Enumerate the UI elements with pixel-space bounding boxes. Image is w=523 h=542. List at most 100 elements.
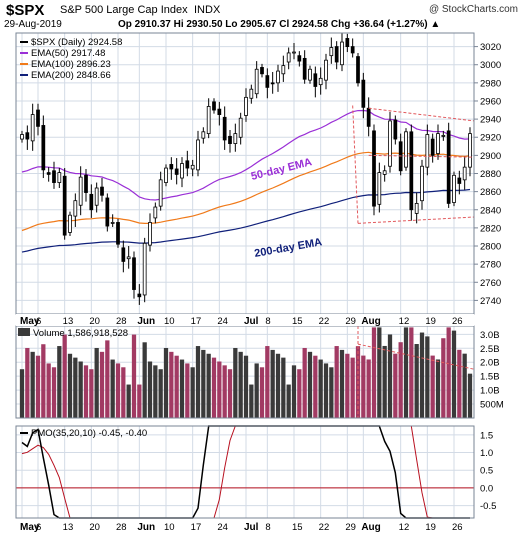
volume-bar <box>265 346 270 418</box>
volume-bar <box>126 384 131 418</box>
candle-body <box>313 73 318 87</box>
volume-bar <box>249 384 254 418</box>
candle-body <box>281 65 286 75</box>
volume-bar <box>419 332 425 418</box>
volume-bar <box>286 384 291 418</box>
volume-bar <box>121 367 126 418</box>
volume-bar <box>147 361 153 418</box>
volume-bar <box>67 353 73 418</box>
candle-body <box>361 79 366 108</box>
date-axis-upper-tick-label: 6 <box>36 316 41 327</box>
candle-body <box>446 130 451 204</box>
candle-body <box>20 134 24 140</box>
volume-bar <box>211 357 217 418</box>
candle-body <box>468 133 472 168</box>
candle-body <box>265 75 270 88</box>
date-axis-lower-tick-label: 28 <box>116 522 127 533</box>
volume-bar <box>425 336 430 418</box>
volume-bar <box>457 349 462 418</box>
date-axis-lower-tick-label: 24 <box>217 522 228 533</box>
date-axis-upper-tick-label: 10 <box>164 316 175 327</box>
date: 29-Aug-2019 <box>4 19 62 30</box>
volume-bar <box>78 361 83 418</box>
watermark: @ StockCharts.com <box>429 4 518 15</box>
volume-bar <box>163 347 169 418</box>
volume-bar <box>99 351 105 418</box>
volume-bar <box>361 355 366 418</box>
price-tick-label: 2840 <box>480 205 501 216</box>
candle-body <box>158 179 163 207</box>
volume-bar <box>377 327 382 418</box>
candle-body <box>238 117 243 138</box>
candle-body <box>286 52 291 63</box>
ohlc-summary: Op 2910.37 Hi 2930.50 Lo 2905.67 Cl 2924… <box>118 19 440 30</box>
candle-body <box>164 167 168 183</box>
candle-body <box>441 135 446 137</box>
date-axis-lower-tick-label: 17 <box>191 522 202 533</box>
date-axis-upper-tick-label: 13 <box>63 316 74 327</box>
candle-body <box>457 177 462 184</box>
volume-tick-label: 1.0B <box>480 386 500 397</box>
volume-bar <box>206 353 211 418</box>
volume-bar <box>169 351 174 418</box>
candle-body <box>110 222 115 224</box>
index-name: S&P 500 Large Cap Index <box>60 4 188 16</box>
candle-body <box>100 186 104 196</box>
legend-entry: EMA(50) 2917.48 <box>31 48 105 59</box>
candle-body <box>121 247 126 262</box>
volume-bar <box>227 369 233 418</box>
pmo-tick-label: 1.5 <box>480 430 493 441</box>
volume-panel: 500M 1.0B 1.5B 2.0B 2.5B 3.0B Volume 1,586,918… <box>15 325 504 419</box>
candle-body <box>233 133 238 144</box>
volume-bar <box>259 367 265 418</box>
volume-bar <box>201 349 206 418</box>
pmo-title: PMO(35,20,10) -0.45, -0.40 <box>31 428 147 439</box>
volume-legend-swatch <box>18 328 30 336</box>
price-tick-label: 2800 <box>480 242 501 253</box>
volume-bar <box>46 363 51 418</box>
volume-bar <box>179 359 185 418</box>
candle-body <box>366 107 371 127</box>
volume-bar <box>371 327 377 418</box>
candle-body <box>126 256 131 260</box>
date-axis-lower-tick-label: Jun <box>137 522 155 533</box>
date-axis-lower-tick-label: 19 <box>425 522 436 533</box>
volume-bar <box>393 353 398 418</box>
price-panel: 2740 2760 2780 2800 2820 2840 2860 2880 2900 2920… <box>15 32 501 315</box>
candle-body <box>46 172 51 175</box>
channel-top <box>368 107 475 122</box>
candle-body <box>276 70 280 84</box>
volume-bar <box>302 347 307 418</box>
volume-bar <box>185 363 190 418</box>
price-tick-label: 2740 <box>480 296 501 307</box>
date-axis-lower-tick-label: 8 <box>265 522 270 533</box>
volume-bar <box>435 359 441 418</box>
candle-body <box>36 109 40 127</box>
volume-bar <box>462 353 467 418</box>
candle-body <box>206 106 211 135</box>
volume-bar <box>366 359 371 418</box>
date-axis-upper-tick-label: 22 <box>319 316 330 327</box>
candle-body <box>345 38 350 47</box>
date-axis-upper-tick-label: 26 <box>452 316 463 327</box>
volume-bar <box>89 369 94 418</box>
date-axis-upper-tick-label: 24 <box>217 316 228 327</box>
candle-body <box>425 134 430 168</box>
volume-bar <box>222 365 227 418</box>
candle-body <box>174 168 179 175</box>
candle-body <box>217 108 222 115</box>
price-tick-label: 2980 <box>480 78 501 89</box>
candle-body <box>228 135 232 144</box>
date-axis-upper-tick-label: 28 <box>116 316 127 327</box>
volume-bar <box>57 346 62 418</box>
date-axis-upper-tick-label: 12 <box>399 316 410 327</box>
date-axis-upper-tick-label: 17 <box>191 316 202 327</box>
candle-body <box>308 68 312 81</box>
candle-body <box>409 131 414 211</box>
legend-entry: $SPX (Daily) 2924.58 <box>31 37 122 48</box>
volume-bar <box>430 355 435 418</box>
candle-body <box>41 125 46 171</box>
candle-body <box>185 160 190 169</box>
